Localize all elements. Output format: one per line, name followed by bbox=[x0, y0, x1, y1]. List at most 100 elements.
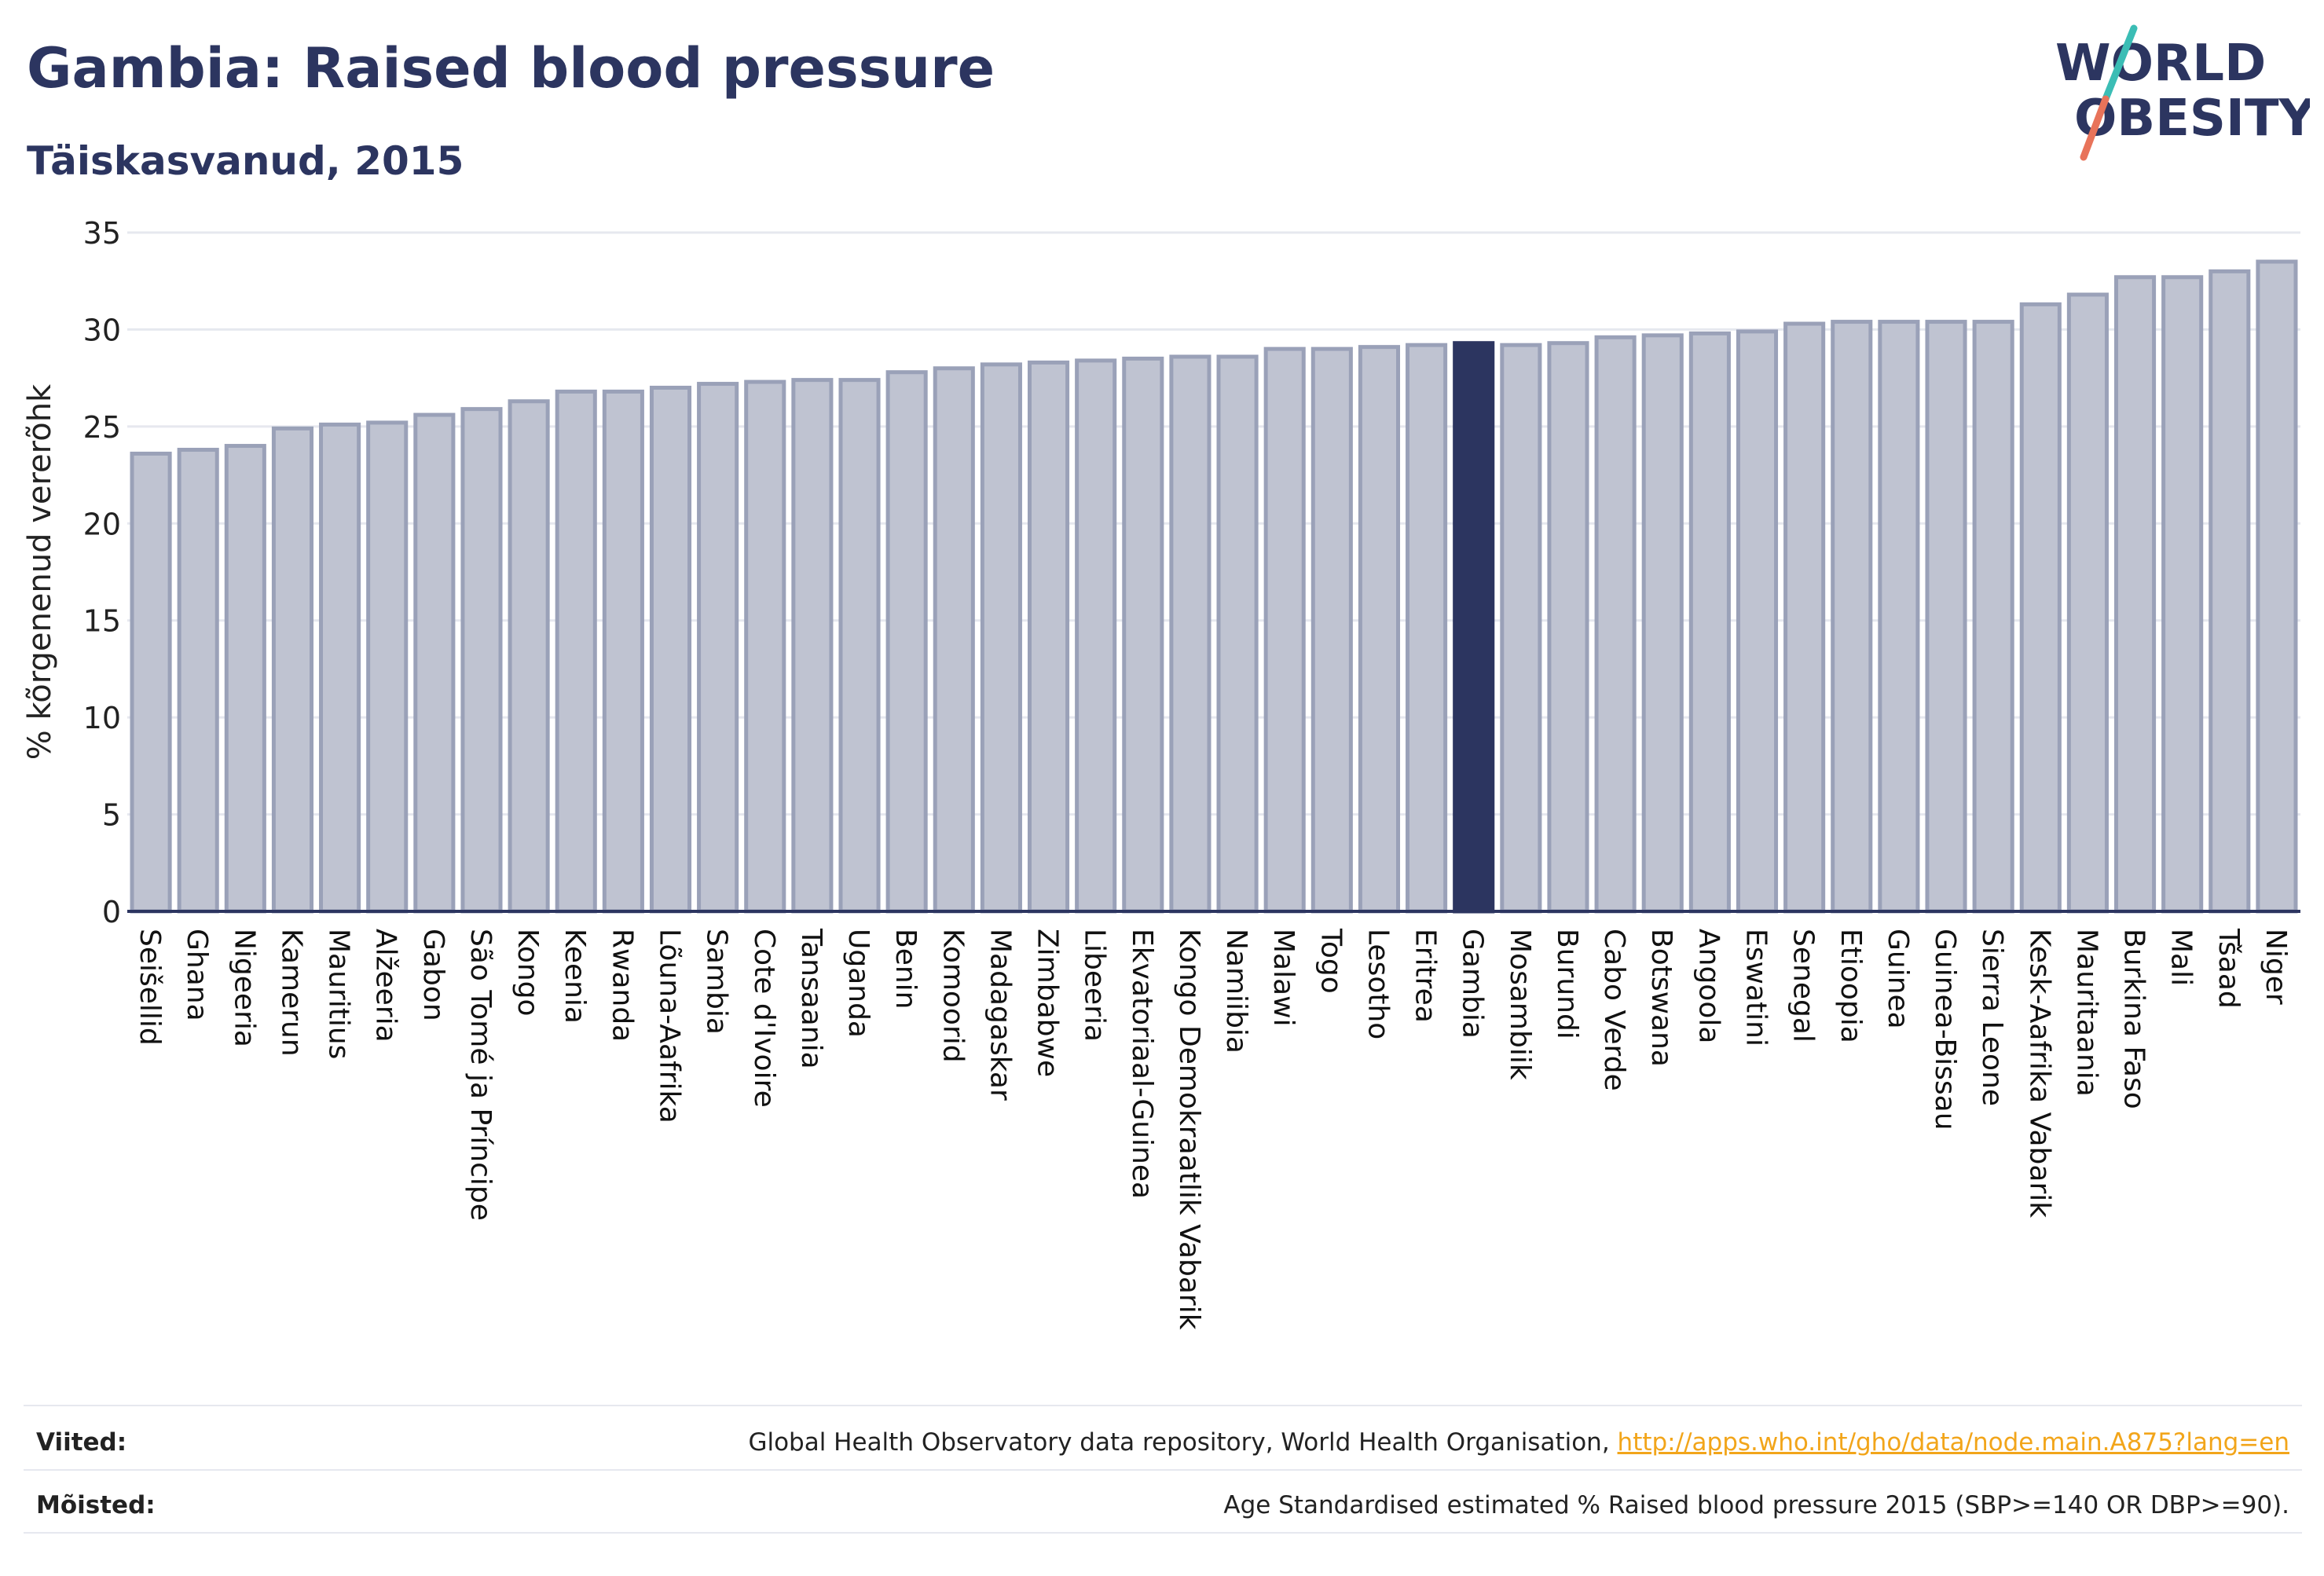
bar bbox=[1594, 335, 1637, 914]
x-tick-label: Madagaskar bbox=[984, 929, 1016, 1101]
y-axis-label: % kõrgenenud vererõhk bbox=[22, 383, 58, 760]
bar bbox=[1878, 320, 1920, 914]
bar bbox=[1641, 333, 1684, 914]
bar bbox=[1688, 331, 1731, 914]
x-tick-label: Tansaania bbox=[795, 928, 827, 1069]
bar bbox=[697, 382, 739, 914]
x-tick-label: Burundi bbox=[1551, 929, 1583, 1039]
bar bbox=[1972, 320, 2014, 914]
x-tick-label: Keenia bbox=[559, 929, 591, 1024]
x-tick-label: Cabo Verde bbox=[1598, 929, 1630, 1091]
bar bbox=[2066, 292, 2109, 914]
x-tick-label: Sierra Leone bbox=[1976, 929, 2008, 1106]
x-tick-label: Guinea-Bissau bbox=[1929, 929, 1961, 1131]
x-tick-label: Lesotho bbox=[1362, 929, 1394, 1039]
bar bbox=[271, 426, 314, 914]
x-tick-label: Gambia bbox=[1457, 929, 1489, 1039]
bar bbox=[933, 366, 975, 914]
bar bbox=[224, 444, 266, 914]
bar bbox=[1216, 354, 1259, 914]
x-tick-label: Kongo Demokraatlik Vabarik bbox=[1173, 929, 1205, 1330]
bar bbox=[319, 422, 361, 914]
x-tick-label: Niger bbox=[2260, 929, 2292, 1005]
bar bbox=[1122, 356, 1164, 914]
x-tick-label: São Tomé ja Príncipe bbox=[464, 929, 497, 1221]
y-tick-label: 25 bbox=[83, 410, 121, 445]
x-tick-label: Senegal bbox=[1787, 929, 1820, 1043]
footer-divider bbox=[24, 1532, 2302, 1534]
sources-link[interactable]: http://apps.who.int/gho/data/node.main.A… bbox=[1617, 1428, 2289, 1457]
bar bbox=[885, 370, 928, 914]
x-tick-label: Mali bbox=[2165, 929, 2198, 986]
x-tick-label: Mauritius bbox=[323, 929, 355, 1059]
bar bbox=[2113, 275, 2157, 914]
bar bbox=[2161, 275, 2204, 914]
bar bbox=[2256, 259, 2298, 914]
x-tick-label: Malawi bbox=[1267, 929, 1299, 1027]
bar bbox=[1310, 346, 1353, 914]
x-tick-label: Libeeria bbox=[1079, 929, 1111, 1042]
x-tick-label: Cote d'Ivoire bbox=[748, 929, 780, 1108]
x-tick-label: Sambia bbox=[701, 929, 733, 1035]
x-tick-label: Zimbabwe bbox=[1032, 929, 1064, 1077]
y-tick-label: 20 bbox=[83, 507, 121, 541]
footer-divider bbox=[24, 1469, 2302, 1471]
x-tick-label: Kongo bbox=[511, 929, 544, 1017]
x-tick-label: Rwanda bbox=[606, 929, 638, 1042]
y-tick-label: 30 bbox=[83, 313, 121, 347]
y-tick-label: 15 bbox=[83, 604, 121, 639]
bar bbox=[1736, 329, 1779, 914]
x-tick-label: Guinea bbox=[1882, 929, 1914, 1029]
x-tick-label: Tšaad bbox=[2212, 928, 2245, 1009]
bar bbox=[2019, 302, 2062, 914]
y-tick-label: 5 bbox=[102, 798, 121, 833]
bar bbox=[1027, 360, 1070, 914]
bar bbox=[791, 378, 834, 914]
x-tick-label: Kamerun bbox=[275, 929, 307, 1057]
x-tick-label: Alžeeria bbox=[370, 929, 402, 1043]
world-obesity-logo: WORLD OBESITY bbox=[2055, 24, 2310, 161]
bar-chart: 0 5 10 15 20 25 30 35 % kõrgenenud vererõhk Seiše… bbox=[22, 216, 2300, 1330]
y-tick-label: 0 bbox=[102, 895, 121, 929]
logo-text-obesity: OBESITY bbox=[2074, 90, 2310, 148]
bar bbox=[460, 407, 503, 914]
bar bbox=[508, 399, 550, 914]
x-tick-label: Botswana bbox=[1645, 929, 1677, 1067]
sources-label: Viited: bbox=[36, 1428, 127, 1457]
sources-description: Global Health Observatory data repositor… bbox=[748, 1428, 1618, 1457]
y-tick-label: 10 bbox=[83, 701, 121, 735]
x-tick-label: Namiibia bbox=[1220, 929, 1252, 1054]
definitions-text: Age Standardised estimated % Raised bloo… bbox=[1223, 1491, 2289, 1519]
bar bbox=[1925, 320, 1967, 914]
x-tick-label: Ghana bbox=[181, 929, 213, 1021]
y-tick-label: 35 bbox=[83, 216, 121, 251]
bar bbox=[1263, 346, 1306, 914]
x-tick-label: Kesk-Aafrika Vabarik bbox=[2023, 929, 2055, 1218]
sources-text: Global Health Observatory data repositor… bbox=[748, 1428, 2289, 1457]
bar bbox=[1358, 345, 1401, 914]
x-tick-label: Angoola bbox=[1692, 929, 1725, 1043]
x-tick-label: Etioopia bbox=[1835, 929, 1867, 1043]
x-tick-label: Ekvatoriaal-Guinea bbox=[1126, 929, 1158, 1199]
bar bbox=[2209, 269, 2251, 914]
x-tick-label: Komoorid bbox=[937, 929, 969, 1063]
bar bbox=[602, 389, 644, 914]
x-tick-label: Mauritaania bbox=[2070, 929, 2102, 1097]
logo-slash-top bbox=[2102, 24, 2138, 103]
chart-subtitle: Täiskasvanud, 2015 bbox=[27, 138, 464, 184]
footer-divider bbox=[24, 1405, 2302, 1406]
bar bbox=[1547, 341, 1589, 914]
bar bbox=[980, 362, 1022, 914]
x-tick-label: Eswatini bbox=[1740, 929, 1772, 1046]
highlighted-bar bbox=[1453, 341, 1495, 914]
bar bbox=[177, 447, 219, 914]
x-tick-label: Benin bbox=[889, 929, 922, 1009]
logo-slash-bottom bbox=[2080, 95, 2110, 161]
x-tick-label: Togo bbox=[1314, 928, 1347, 994]
logo-text-world: WORLD bbox=[2055, 35, 2266, 93]
chart-title: Gambia: Raised blood pressure bbox=[27, 36, 995, 101]
bar bbox=[744, 379, 786, 914]
bar bbox=[555, 389, 597, 914]
bar bbox=[366, 420, 409, 914]
bar bbox=[1169, 354, 1211, 914]
